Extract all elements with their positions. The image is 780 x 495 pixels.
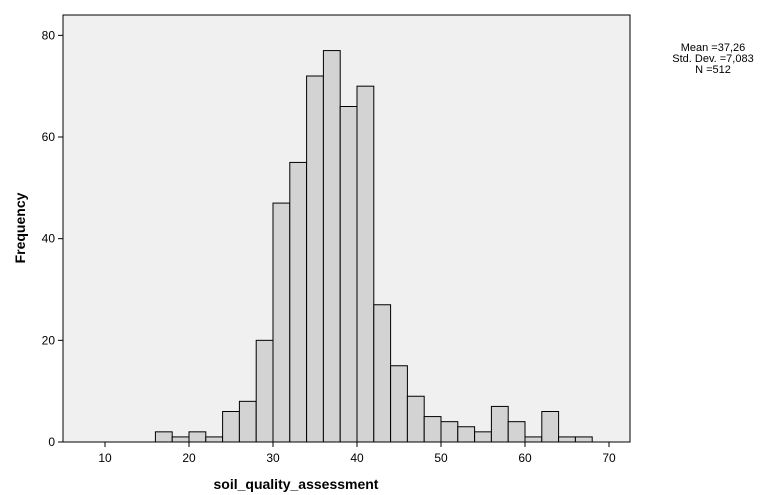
bars-group [154, 50, 593, 443]
x-tick-label-40: 40 [350, 451, 364, 465]
histogram-bar-25 [574, 436, 593, 443]
x-axis: 10 20 30 40 50 60 70 [98, 442, 616, 465]
y-tick-label-40: 40 [42, 232, 56, 246]
stats-n: N =512 [695, 64, 731, 76]
histogram-bar-7 [272, 202, 291, 443]
histogram-bar-24 [558, 436, 576, 443]
histogram-bar-10 [322, 50, 341, 443]
histogram-bar-14 [390, 365, 408, 443]
histogram-bar-15 [406, 395, 425, 443]
x-tick-label-10: 10 [98, 451, 112, 465]
y-tick-label-80: 80 [42, 28, 56, 42]
histogram-bar-1 [171, 436, 190, 443]
y-tick-label-60: 60 [42, 130, 56, 144]
y-axis-title: Frequency [12, 192, 28, 263]
stats-std-dev: Std. Dev. =7,083 [672, 53, 753, 65]
stats-legend: Mean =37,26 Std. Dev. =7,083 N =512 [672, 42, 753, 76]
histogram-bar-9 [306, 75, 324, 443]
x-tick-label-50: 50 [434, 451, 448, 465]
histogram-bar-18 [457, 426, 476, 443]
y-tick-label-20: 20 [42, 333, 56, 347]
x-tick-label-70: 70 [602, 451, 616, 465]
histogram-bar-8 [289, 161, 308, 443]
histogram-bar-22 [524, 436, 543, 443]
histogram-bar-12 [356, 85, 375, 443]
histogram-bar-13 [373, 304, 392, 443]
histogram-bar-17 [440, 421, 459, 443]
x-tick-label-60: 60 [518, 451, 532, 465]
y-axis: 0 20 40 60 80 [42, 28, 63, 449]
histogram-bar-19 [474, 431, 492, 443]
histogram-bar-21 [507, 421, 526, 443]
histogram-bar-20 [490, 405, 509, 443]
histogram-bar-4 [222, 411, 240, 443]
histogram-bar-2 [188, 431, 207, 443]
histogram-bar-5 [238, 400, 257, 443]
y-tick-label-0: 0 [48, 435, 55, 449]
histogram-bar-16 [423, 416, 442, 443]
histogram-bar-11 [339, 106, 358, 443]
x-tick-label-30: 30 [266, 451, 280, 465]
stats-mean: Mean =37,26 [681, 42, 746, 54]
histogram-bar-3 [205, 436, 224, 443]
x-tick-label-20: 20 [182, 451, 196, 465]
x-axis-title: soil_quality_assessment [214, 476, 379, 492]
histogram-bar-23 [541, 411, 560, 443]
histogram-bar-0 [154, 431, 173, 443]
histogram-bar-6 [255, 339, 274, 443]
